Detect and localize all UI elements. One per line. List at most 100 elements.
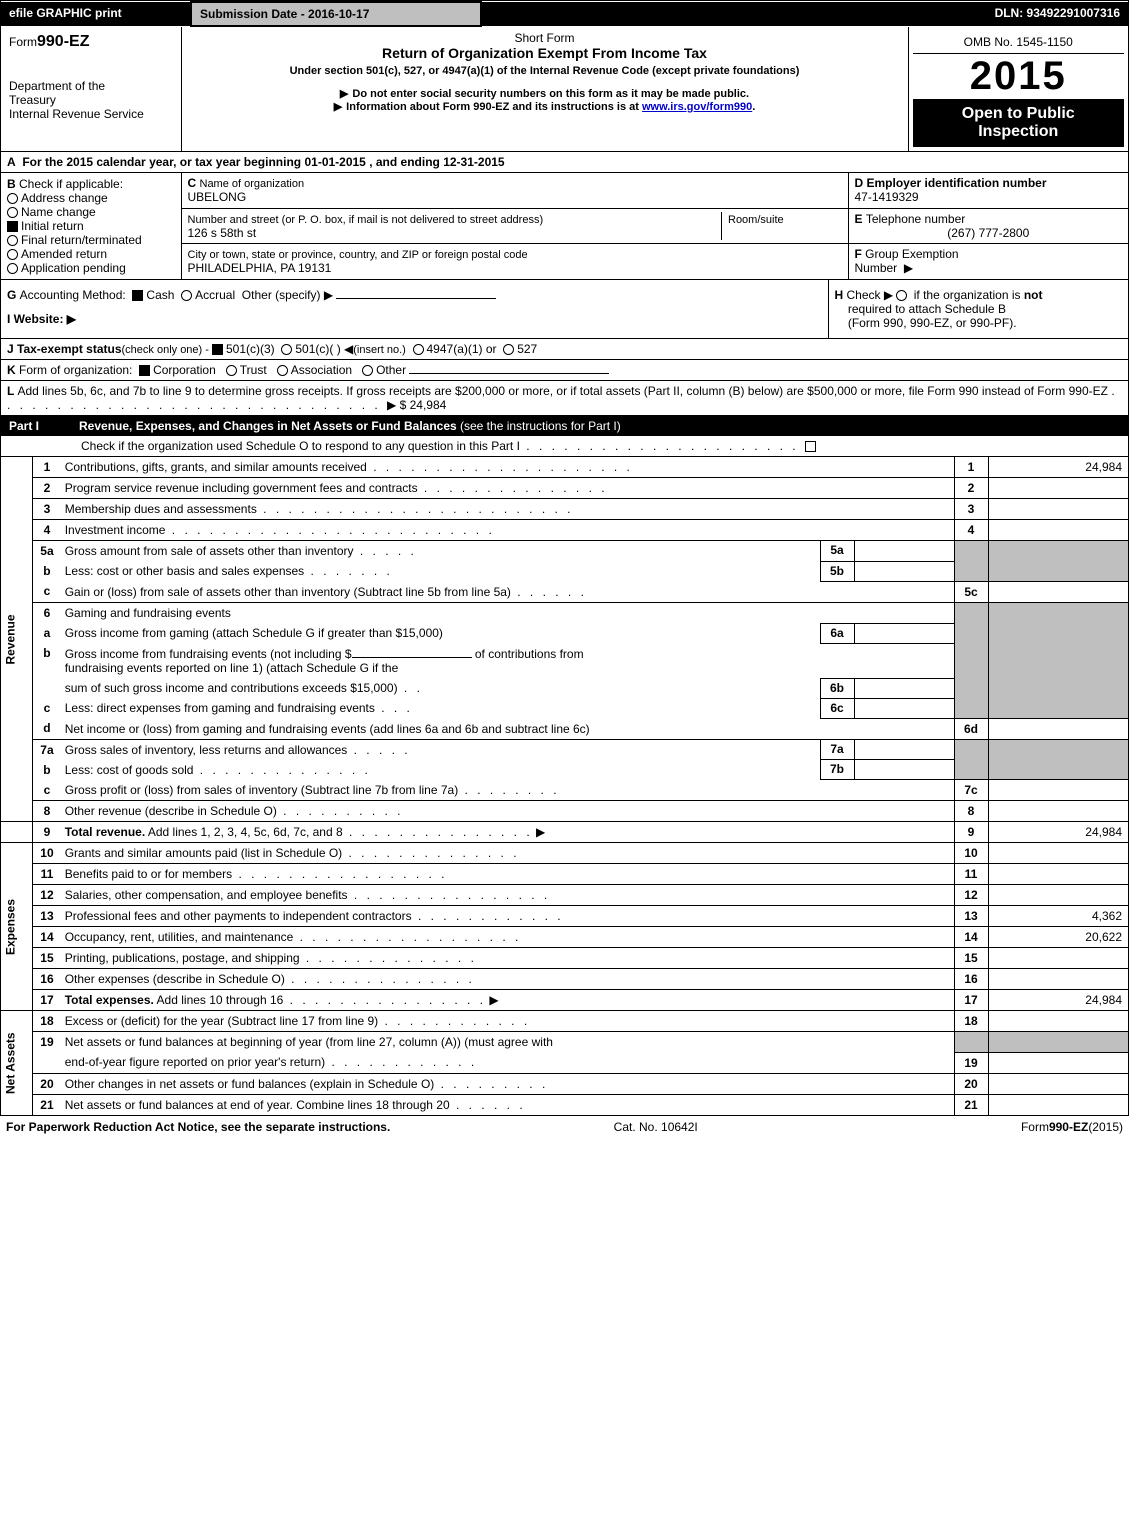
warning-1: Do not enter social security numbers on … bbox=[190, 87, 900, 100]
form-label: Form bbox=[9, 35, 37, 49]
irs-link[interactable]: www.irs.gov/form990 bbox=[642, 101, 752, 113]
line1-value: 24,984 bbox=[988, 457, 1128, 478]
form-header: Form990-EZ Department of the Treasury In… bbox=[1, 27, 1128, 152]
city-label: City or town, state or province, country… bbox=[188, 249, 528, 261]
g-other: Other (specify) ▶ bbox=[242, 288, 333, 302]
section-g: G Accounting Method: Cash Accrual Other … bbox=[1, 280, 828, 339]
f-label: Group Exemption bbox=[865, 247, 958, 261]
part1-check: Check if the organization used Schedule … bbox=[1, 436, 1128, 457]
open-to-public: Open to Public Inspection bbox=[913, 99, 1125, 147]
dept-line3: Internal Revenue Service bbox=[9, 107, 173, 121]
tax-year: 2015 bbox=[913, 54, 1125, 99]
a-mid: , and ending bbox=[369, 155, 443, 169]
section-c-address: Number and street (or P. O. box, if mail… bbox=[181, 208, 848, 244]
form-title: Return of Organization Exempt From Incom… bbox=[190, 45, 900, 61]
room-label: Room/suite bbox=[728, 214, 784, 226]
g-label: Accounting Method: bbox=[20, 288, 126, 302]
line9-value: 24,984 bbox=[988, 822, 1128, 843]
section-d: D Employer identification number 47-1419… bbox=[848, 173, 1128, 208]
form-container: efile GRAPHIC print Submission Date - 20… bbox=[0, 0, 1129, 1116]
form-id-cell: Form990-EZ Department of the Treasury In… bbox=[1, 27, 181, 152]
b-item-3[interactable]: Final return/terminated bbox=[7, 233, 175, 247]
f-label2: Number bbox=[855, 261, 898, 275]
line7a-value bbox=[854, 739, 954, 760]
part1-header: Part I Revenue, Expenses, and Changes in… bbox=[1, 416, 1128, 436]
header-center: Short Form Return of Organization Exempt… bbox=[181, 27, 908, 152]
k-trust-radio[interactable] bbox=[226, 365, 237, 376]
omb-cell: OMB No. 1545-1150 2015 Open to Public In… bbox=[908, 27, 1128, 152]
b-item-4[interactable]: Amended return bbox=[7, 247, 175, 261]
warning-2: Information about Form 990-EZ and its in… bbox=[190, 100, 900, 113]
submission-date: Submission Date - 2016-10-17 bbox=[191, 2, 481, 26]
section-f: F Group Exemption Number ▶ bbox=[848, 244, 1128, 279]
j-4947-radio[interactable] bbox=[413, 344, 424, 355]
lines-table: Revenue 1 Contributions, gifts, grants, … bbox=[1, 457, 1128, 1115]
footer-left: For Paperwork Reduction Act Notice, see … bbox=[6, 1120, 390, 1134]
netassets-vlabel: Net Assets bbox=[1, 1011, 33, 1115]
h-checkbox[interactable] bbox=[896, 290, 907, 301]
entity-block: B Check if applicable: Address change Na… bbox=[1, 173, 1128, 279]
b-item-5[interactable]: Application pending bbox=[7, 261, 175, 275]
b-item-2[interactable]: Initial return bbox=[7, 219, 175, 233]
section-a: A For the 2015 calendar year, or tax yea… bbox=[1, 152, 1128, 173]
k-other-radio[interactable] bbox=[362, 365, 373, 376]
section-b: B Check if applicable: Address change Na… bbox=[1, 173, 181, 279]
revenue-vlabel: Revenue bbox=[1, 457, 33, 822]
phone-value: (267) 777-2800 bbox=[855, 226, 1123, 240]
addr-label: Number and street (or P. O. box, if mail… bbox=[188, 214, 544, 226]
dept-line1: Department of the bbox=[9, 79, 173, 93]
footer-cat: Cat. No. 10642I bbox=[614, 1120, 698, 1134]
ein-value: 47-1419329 bbox=[855, 190, 919, 204]
line7b-value bbox=[854, 760, 954, 780]
b-item-1[interactable]: Name change bbox=[7, 205, 175, 219]
line14-value: 20,622 bbox=[988, 927, 1128, 948]
city-value: PHILADELPHIA, PA 19131 bbox=[188, 261, 332, 275]
j-527-radio[interactable] bbox=[503, 344, 514, 355]
line6b-value bbox=[854, 678, 954, 698]
dln-label: DLN: 93492291007316 bbox=[481, 2, 1128, 26]
expenses-vlabel: Expenses bbox=[1, 843, 33, 1011]
g-accrual-radio[interactable] bbox=[181, 290, 192, 301]
part1-title-cell: Revenue, Expenses, and Changes in Net As… bbox=[71, 416, 1128, 436]
b-item-0[interactable]: Address change bbox=[7, 191, 175, 205]
d-label: Employer identification number bbox=[867, 176, 1047, 190]
org-name: UBELONG bbox=[188, 190, 247, 204]
top-bar: efile GRAPHIC print Submission Date - 20… bbox=[1, 1, 1128, 27]
line6a-value bbox=[854, 623, 954, 643]
k-corp-checkbox[interactable] bbox=[139, 365, 150, 376]
section-c-city: City or town, state or province, country… bbox=[181, 244, 848, 279]
a-begin-date: 01-01-2015 bbox=[304, 155, 365, 169]
line6c-value bbox=[854, 698, 954, 718]
l-gross-receipts: ▶ $ 24,984 bbox=[387, 398, 446, 412]
section-k: K Form of organization: Corporation Trus… bbox=[1, 359, 1128, 380]
j-501c-radio[interactable] bbox=[281, 344, 292, 355]
f-arrow: ▶ bbox=[904, 261, 913, 275]
a-text-pre: For the 2015 calendar year, or tax year … bbox=[22, 155, 304, 169]
section-l: L Add lines 5b, 6c, and 7b to line 9 to … bbox=[1, 380, 1128, 416]
k-assoc-radio[interactable] bbox=[277, 365, 288, 376]
section-e: E Telephone number (267) 777-2800 bbox=[848, 208, 1128, 244]
form-number: 990-EZ bbox=[37, 33, 89, 50]
part1-schedule-o-checkbox[interactable] bbox=[805, 441, 816, 452]
section-gh: G Accounting Method: Cash Accrual Other … bbox=[1, 279, 1128, 338]
line13-value: 4,362 bbox=[988, 906, 1128, 927]
j-501c3-checkbox[interactable] bbox=[212, 344, 223, 355]
omb-number: OMB No. 1545-1150 bbox=[913, 31, 1125, 54]
c-name-label: Name of organization bbox=[200, 178, 305, 190]
section-c-name: C Name of organization UBELONG bbox=[181, 173, 848, 208]
section-j: J Tax-exempt status(check only one) - 50… bbox=[1, 338, 1128, 359]
addr-value: 126 s 58th st bbox=[188, 226, 257, 240]
line5b-value bbox=[854, 561, 954, 581]
line5a-value bbox=[854, 541, 954, 562]
footer: For Paperwork Reduction Act Notice, see … bbox=[0, 1116, 1129, 1138]
b-label: Check if applicable: bbox=[19, 177, 123, 191]
g-cash-checkbox[interactable] bbox=[132, 290, 143, 301]
short-form-label: Short Form bbox=[190, 31, 900, 45]
line17-value: 24,984 bbox=[988, 990, 1128, 1011]
form-subtitle: Under section 501(c), 527, or 4947(a)(1)… bbox=[190, 65, 900, 77]
section-h: H Check ▶ if the organization is not req… bbox=[828, 280, 1128, 339]
footer-form: 990-EZ bbox=[1049, 1120, 1088, 1134]
dept-line2: Treasury bbox=[9, 93, 173, 107]
i-label: Website: ▶ bbox=[14, 312, 76, 326]
part1-label: Part I bbox=[1, 416, 71, 436]
